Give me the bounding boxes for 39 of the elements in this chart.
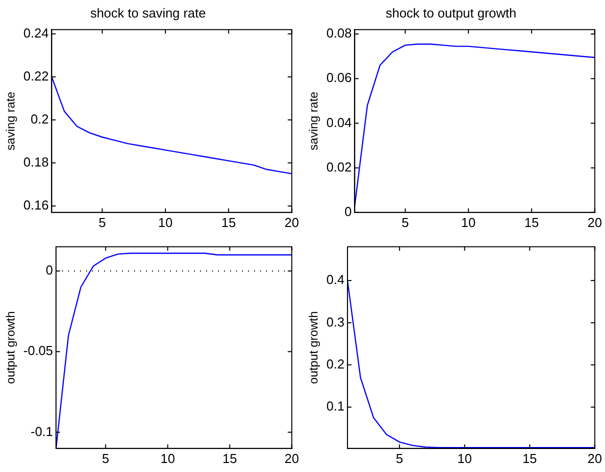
y-tick-label: 0 — [46, 262, 54, 278]
x-tick-label: 15 — [524, 214, 539, 230]
x-tick-label: 20 — [284, 450, 300, 466]
y-axis-title: output growth — [306, 311, 321, 384]
y-axis-title: saving rate — [4, 91, 18, 150]
x-tick-label: 10 — [457, 450, 472, 466]
x-tick-label: 10 — [461, 214, 476, 230]
x-tick-label: 15 — [222, 450, 237, 466]
x-tick-label: 5 — [102, 450, 110, 466]
y-tick-label: 0.08 — [326, 26, 352, 41]
y-tick-label: 0.22 — [23, 68, 49, 84]
y-tick-label: 0.02 — [326, 159, 352, 174]
y-tick-label: -0.05 — [23, 343, 54, 358]
y-tick-label: 0.06 — [326, 70, 352, 86]
y-tick-label: 0.1 — [326, 398, 344, 414]
x-tick-label: 15 — [522, 450, 537, 466]
x-tick-label: 5 — [98, 214, 106, 230]
y-axis-title: saving rate — [306, 91, 321, 150]
x-tick-label: 15 — [221, 214, 236, 230]
x-tick-label: 20 — [588, 450, 602, 466]
x-tick-label: 20 — [588, 214, 602, 230]
y-tick-label: 0.24 — [23, 25, 49, 40]
chart-title: shock to output growth — [386, 5, 516, 20]
y-tick-label: -0.1 — [30, 424, 54, 439]
chart-title: shock to saving rate — [90, 5, 206, 20]
x-tick-label: 10 — [158, 214, 173, 230]
x-tick-label: 5 — [396, 450, 404, 466]
y-tick-label: 0.16 — [23, 198, 49, 213]
y-tick-label: 0.2 — [30, 112, 49, 127]
y-tick-label: 0.2 — [326, 356, 344, 372]
y-tick-label: 0.04 — [326, 114, 352, 130]
x-tick-label: 20 — [284, 214, 300, 230]
y-tick-label: 0.18 — [23, 154, 49, 170]
x-tick-label: 10 — [160, 450, 175, 466]
y-axis-title: output growth — [4, 311, 18, 384]
x-tick-label: 5 — [402, 214, 409, 230]
y-tick-label: 0.4 — [326, 272, 344, 288]
y-tick-label: 0.3 — [326, 314, 344, 330]
y-tick-label: 0 — [344, 204, 352, 219]
